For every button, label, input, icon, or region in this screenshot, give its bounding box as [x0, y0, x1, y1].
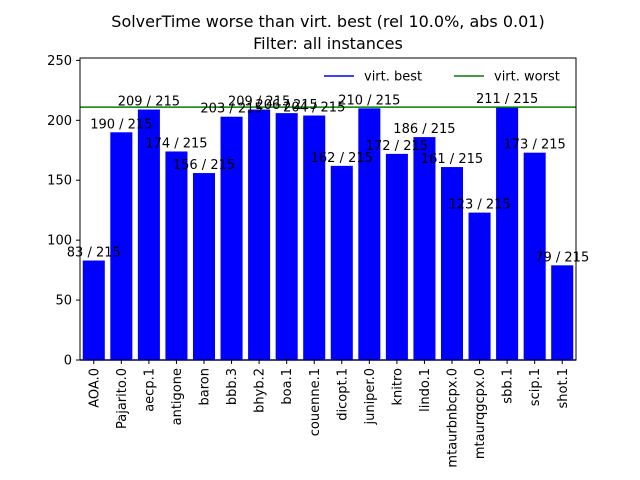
bar [110, 132, 133, 360]
x-tick-label: lindo.1 [418, 368, 433, 412]
data-label: 123 / 215 [448, 198, 510, 213]
x-tick-label: boa.1 [280, 368, 295, 405]
x-tick-label: bbb.3 [225, 368, 240, 405]
data-label: 156 / 215 [173, 158, 235, 173]
data-label: 172 / 215 [366, 139, 428, 154]
y-tick-label: 200 [47, 114, 72, 129]
data-label: 79 / 215 [535, 250, 589, 265]
axes-frame [79, 57, 577, 361]
bar [165, 151, 188, 360]
bar [468, 212, 491, 360]
bar [523, 152, 546, 360]
x-tick-label: knitro [390, 368, 405, 406]
bar [413, 137, 436, 360]
bar [496, 107, 519, 360]
data-label: 161 / 215 [421, 152, 483, 167]
bar [551, 265, 574, 360]
data-label: 209 / 215 [118, 95, 180, 110]
data-label: 186 / 215 [393, 122, 455, 137]
y-tick-label: 0 [64, 354, 72, 369]
bar [330, 165, 353, 360]
data-label: 203 / 215 [200, 102, 262, 117]
x-tick-label: juniper.0 [363, 368, 378, 426]
bar [358, 108, 381, 360]
data-label: 211 / 215 [476, 92, 538, 107]
x-tick-label: dicopt.1 [335, 368, 350, 421]
x-tick-label: mtaurqgcpx.0 [473, 368, 488, 459]
x-tick-label: AOA.0 [87, 368, 102, 408]
legend-label: virt. worst [494, 70, 560, 85]
data-label: 174 / 215 [145, 136, 207, 151]
y-tick-label: 150 [47, 174, 72, 189]
data-label: 204 / 215 [283, 101, 345, 116]
data-label: 190 / 215 [90, 117, 152, 132]
y-tick-label: 250 [47, 54, 72, 69]
bar [275, 113, 298, 360]
data-label: 209 / 215 [228, 95, 290, 110]
data-label: 210 / 215 [338, 93, 400, 108]
x-tick-label: mtaurbnbcpx.0 [446, 368, 461, 468]
x-tick-label: bhyb.2 [253, 368, 268, 413]
x-tick-label: shot.1 [556, 368, 571, 408]
x-tick-label: scip.1 [528, 368, 543, 406]
y-tick-label: 50 [55, 294, 72, 309]
bar [440, 167, 464, 360]
data-label: 173 / 215 [504, 138, 566, 153]
x-tick-label: aecp.1 [142, 368, 157, 412]
bar [303, 115, 326, 361]
bar [137, 109, 160, 361]
chart-title: SolverTime worse than virt. best (rel 10… [111, 12, 544, 31]
y-tick-label: 100 [47, 234, 72, 249]
x-tick-label: Pajarito.0 [115, 368, 130, 429]
bar [82, 260, 105, 360]
data-label: 206 / 215 [256, 98, 318, 113]
bar [248, 109, 271, 361]
bar [192, 173, 216, 360]
data-label: 83 / 215 [67, 246, 121, 261]
x-tick-label: baron [198, 368, 213, 405]
x-tick-label: couenne.1 [308, 368, 323, 436]
x-tick-label: sbb.1 [501, 368, 516, 404]
data-label: 162 / 215 [311, 151, 373, 166]
chart-subtitle: Filter: all instances [253, 34, 403, 53]
x-tick-label: antigone [170, 368, 185, 425]
legend: virt. best virt. worst [324, 70, 560, 85]
bar [220, 116, 243, 360]
bar [385, 153, 408, 360]
legend-label: virt. best [364, 70, 422, 85]
plot-area: 83 / 215 190 / 215 209 / 215 174 / 215 156 /… [47, 54, 589, 468]
